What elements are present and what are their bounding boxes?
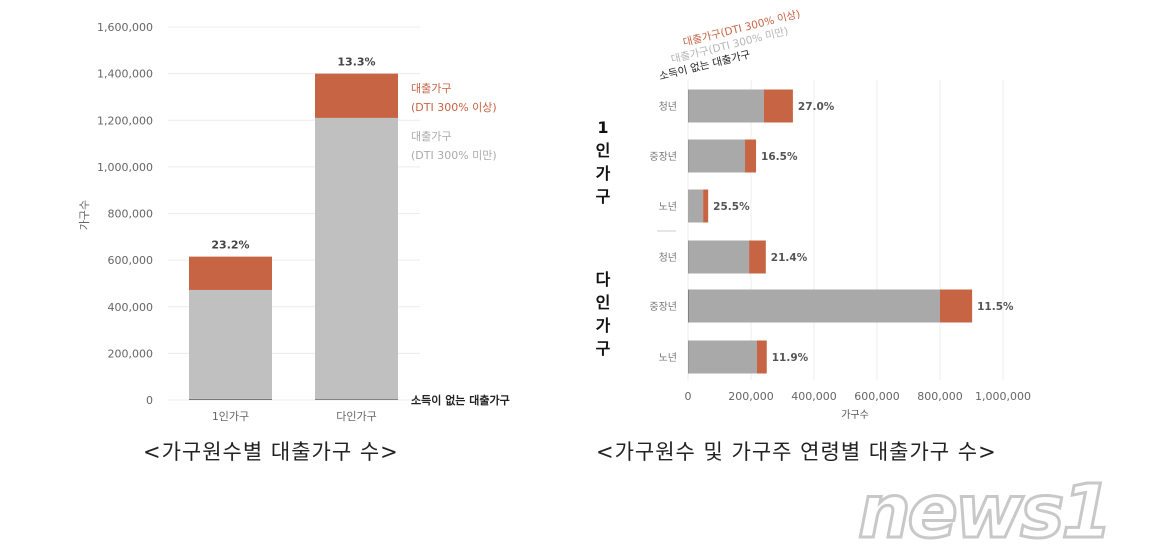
bar-segment: [189, 289, 272, 399]
group-label-char: 인: [596, 293, 611, 312]
legend-high-line1: 대출가구: [411, 82, 451, 95]
data-label: 11.5%: [977, 301, 1014, 313]
bar-segment: [688, 340, 689, 374]
bar-segment: [688, 139, 746, 173]
y-tick-label: 1,400,000: [97, 68, 153, 81]
bar-segment: [745, 139, 757, 173]
bar-segment: [749, 240, 766, 274]
bar-segment: [189, 398, 272, 400]
y-tick-label: 1,000,000: [97, 161, 153, 174]
data-label: 25.5%: [713, 201, 750, 213]
data-label: 23.2%: [211, 239, 249, 252]
row-label: 중장년: [649, 151, 677, 163]
bar-segment: [688, 289, 689, 323]
bar-segment: [688, 189, 704, 223]
bar-segment: [756, 340, 767, 374]
group-label-char: 1: [597, 118, 608, 137]
row-label: 노년: [659, 201, 677, 213]
bar-segment: [688, 340, 757, 374]
y-tick-label: 0: [146, 394, 153, 407]
right-chart-title: <가구원수 및 가구주 연령별 대출가구 수>: [596, 440, 997, 464]
bar-segment: [315, 117, 398, 400]
group-label-char: 인: [596, 141, 611, 160]
legend-high-line2: (DTI 300% 이상): [411, 101, 497, 114]
y-tick-label: 600,000: [108, 254, 154, 267]
group-label-char: 구: [596, 339, 611, 358]
left-chart: 0 200,000 400,000 600,000 800,000 1,000,000 1,…: [78, 21, 510, 423]
bar-segment: [688, 289, 940, 323]
bar-segment: [940, 289, 973, 323]
data-label: 21.4%: [771, 252, 808, 264]
y-tick-label: 400,000: [108, 301, 154, 314]
bar-segment: [688, 139, 689, 173]
left-chart-title: <가구원수별 대출가구 수>: [143, 440, 399, 464]
bar-segment: [763, 89, 793, 123]
bar-segment: [688, 240, 750, 274]
row-label: 중장년: [649, 301, 677, 313]
y-tick-label: 1,600,000: [97, 21, 153, 34]
x-tick-label: 200,000: [728, 390, 774, 403]
y-tick-label: 800,000: [108, 208, 154, 221]
y-axis-label: 가구수: [78, 200, 91, 230]
y-tick-label: 200,000: [108, 347, 154, 360]
x-tick-label: 800,000: [917, 390, 963, 403]
legend-low-line1: 대출가구: [411, 130, 451, 143]
group-label-char: 가: [596, 164, 611, 183]
data-label: 13.3%: [337, 56, 375, 69]
data-label: 16.5%: [761, 151, 798, 163]
bar-segment: [703, 189, 709, 223]
group-label-char: 구: [596, 187, 611, 206]
row-label: 청년: [659, 252, 677, 264]
x-tick-label: 400,000: [791, 390, 837, 403]
y-tick-label: 1,200,000: [97, 114, 153, 127]
bar-segment: [688, 240, 689, 274]
bar-segment: [688, 89, 689, 123]
x-tick-label: 600,000: [854, 390, 900, 403]
row-label: 노년: [659, 352, 677, 364]
x-tick-label: 1,000,000: [975, 390, 1031, 403]
right-chart: 0 200,000 400,000 600,000 800,000 1,000,000가구…: [596, 8, 1031, 421]
bar-segment: [315, 399, 398, 400]
legend-none: 소득이 없는 대출가구: [411, 393, 510, 407]
x-tick-label: 0: [685, 390, 692, 403]
bar-segment: [688, 89, 764, 123]
legend-low-line2: (DTI 300% 미만): [411, 149, 497, 162]
x-tick-label: 1인가구: [212, 410, 249, 423]
row-label: 청년: [659, 101, 677, 113]
x-axis-label: 가구수: [841, 409, 869, 421]
bar-segment: [315, 73, 398, 118]
bar-segment: [189, 256, 272, 290]
data-label: 27.0%: [798, 101, 835, 113]
x-tick-label: 다인가구: [336, 410, 376, 423]
group-label-char: 다: [596, 270, 611, 289]
news1-watermark-logo: news1: [857, 469, 1115, 555]
group-label-char: 가: [596, 316, 611, 335]
data-label: 11.9%: [772, 352, 809, 364]
